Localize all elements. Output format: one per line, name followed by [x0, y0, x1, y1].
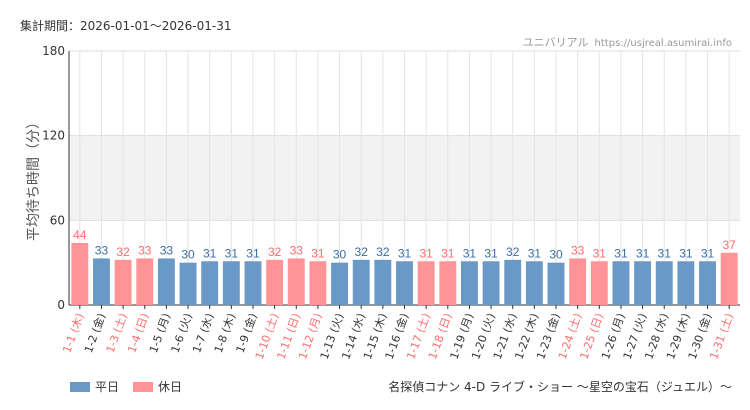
data-label: 31: [593, 246, 607, 260]
attraction-name: 名探偵コナン 4-D ライブ・ショー ～星空の宝石（ジュエル）～: [388, 380, 732, 394]
legend-weekday[interactable]: 平日: [70, 378, 119, 395]
bar: [396, 261, 413, 305]
data-label: 37: [722, 238, 736, 252]
bar: [352, 259, 370, 305]
bar: [460, 261, 478, 305]
bar: [677, 261, 695, 305]
bar: [201, 261, 219, 305]
data-label: 31: [398, 246, 412, 260]
bar: [655, 261, 673, 305]
bar: [374, 259, 392, 305]
data-label: 30: [333, 248, 347, 262]
data-label: 31: [528, 246, 542, 260]
y-tick-label: 0: [57, 298, 65, 312]
weekday-swatch: [70, 382, 90, 392]
data-label: 31: [441, 246, 455, 260]
data-label: 32: [506, 245, 520, 259]
bar: [93, 258, 110, 305]
bar: [417, 261, 435, 305]
y-tick-label: 120: [42, 129, 65, 143]
period-label: 集計期間：2026-01-01～2026-01-31: [20, 19, 232, 33]
data-label: 33: [95, 243, 109, 257]
bar: [547, 262, 565, 305]
data-label: 31: [225, 246, 239, 260]
data-label: 31: [463, 246, 477, 260]
data-label: 31: [246, 246, 260, 260]
bar: [439, 261, 457, 305]
legend-weekday-label: 平日: [95, 380, 120, 394]
data-label: 31: [658, 246, 672, 260]
data-label: 30: [181, 248, 195, 262]
bar: [179, 262, 197, 305]
bar: [136, 258, 154, 305]
bar: [222, 261, 240, 305]
bar: [114, 259, 132, 305]
data-label: 31: [636, 246, 650, 260]
bar: [634, 261, 652, 305]
bar: [331, 262, 349, 305]
data-label: 33: [160, 243, 174, 257]
data-label: 33: [290, 243, 304, 257]
site-name: ユニバリアル: [522, 36, 589, 49]
bar: [590, 261, 608, 305]
data-label: 30: [549, 248, 563, 262]
bar: [612, 261, 630, 305]
bar: [266, 259, 284, 305]
legend: 平日 休日: [70, 378, 182, 395]
data-label: 32: [268, 245, 282, 259]
data-label: 33: [571, 243, 585, 257]
data-label: 32: [355, 245, 369, 259]
data-label: 33: [138, 243, 152, 257]
data-label: 32: [376, 245, 390, 259]
data-label: 31: [311, 246, 325, 260]
bar: [720, 252, 738, 305]
legend-holiday-label: 休日: [158, 380, 183, 394]
data-label: 31: [614, 246, 628, 260]
bar: [569, 258, 587, 305]
holiday-swatch: [133, 382, 154, 392]
data-label: 31: [679, 246, 693, 260]
y-tick-label: 180: [42, 44, 65, 58]
data-label: 31: [484, 246, 498, 260]
site-url: https://usjreal.asumirai.info: [594, 38, 732, 49]
data-label: 44: [73, 228, 87, 242]
site-credit: ユニバリアル https://usjreal.asumirai.info: [523, 34, 732, 50]
data-label: 31: [203, 246, 217, 260]
data-label: 31: [701, 246, 715, 260]
bar: [71, 242, 89, 305]
data-label: 32: [116, 245, 130, 259]
bar: [309, 261, 327, 305]
data-label: 31: [419, 246, 433, 260]
bar: [525, 261, 543, 305]
bar: [482, 261, 500, 305]
legend-holiday[interactable]: 休日: [133, 378, 182, 395]
y-tick-label: 60: [50, 213, 65, 227]
bar: [157, 258, 175, 305]
bar: [287, 258, 305, 305]
y-axis-title: 平均待ち時間（分）: [26, 115, 42, 241]
bar: [244, 261, 262, 305]
bar: [699, 261, 716, 305]
bar: [504, 259, 522, 305]
